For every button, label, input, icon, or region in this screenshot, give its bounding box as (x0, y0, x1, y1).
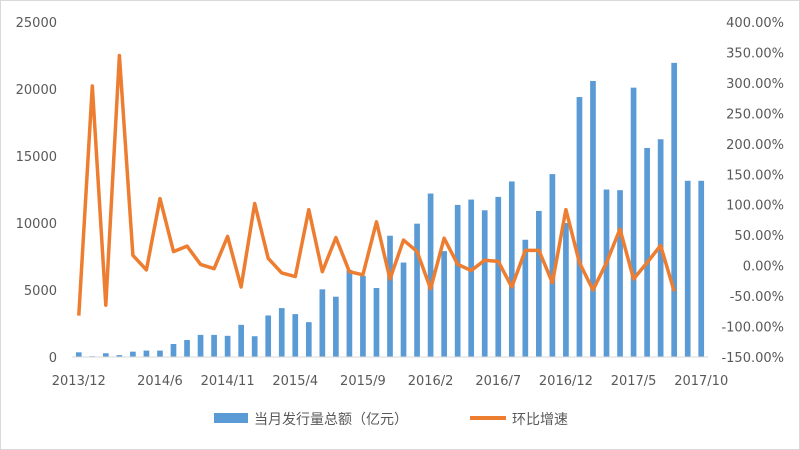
right-y-tick-label: -50.00% (730, 290, 784, 305)
bar (576, 97, 583, 357)
bar (373, 287, 380, 357)
bar (184, 339, 190, 357)
x-tick-label: 2016/12 (539, 374, 593, 389)
legend: 当月发行量总额（亿元） 环比增速 (214, 412, 568, 428)
right-y-tick-label: 50.00% (734, 229, 784, 244)
bar (671, 62, 678, 358)
right-y-axis: -150.00% -100.00% -50.00% 0.00% 50.00% 100.00… (721, 16, 784, 366)
x-tick-label: 2014/6 (137, 374, 183, 389)
bar (75, 352, 82, 357)
bar (522, 239, 529, 357)
x-tick-label: 2015/9 (340, 374, 386, 389)
bar (360, 275, 366, 357)
right-y-tick-label: 150.00% (726, 168, 784, 183)
bar (454, 204, 461, 357)
bar (346, 269, 353, 357)
bar (508, 181, 515, 357)
bar (698, 180, 705, 357)
legend-label-bar: 当月发行量总额（亿元） (254, 412, 408, 428)
x-tick-label: 2015/4 (272, 374, 318, 389)
bar (644, 147, 650, 357)
bar (116, 355, 123, 357)
x-tick-label: 2017/5 (611, 374, 657, 389)
bar (211, 334, 217, 357)
left-y-tick-label: 15000 (16, 150, 57, 165)
bar-series (75, 62, 705, 358)
left-y-tick-label: 0 (49, 351, 57, 366)
bar (495, 196, 502, 357)
right-y-tick-label: 100.00% (726, 199, 784, 214)
right-y-tick-label: -150.00% (721, 351, 784, 366)
x-tick-label: 2013/12 (52, 374, 106, 389)
right-y-tick-label: 200.00% (726, 138, 784, 153)
bar (603, 189, 610, 357)
legend-label-line: 环比增速 (512, 412, 568, 428)
x-tick-label: 2016/2 (408, 374, 454, 389)
x-tick-label: 2017/10 (674, 374, 728, 389)
right-y-tick-label: 400.00% (726, 16, 784, 31)
bar (157, 350, 163, 357)
bar (468, 199, 475, 357)
bar (305, 322, 312, 357)
bar (319, 289, 326, 357)
bar (427, 193, 434, 357)
bar (684, 180, 691, 357)
bar (590, 80, 596, 358)
right-y-tick-label: 0.00% (743, 260, 784, 275)
bar (617, 190, 623, 357)
x-tick-label: 2016/7 (475, 374, 521, 389)
bar (414, 223, 420, 357)
left-y-tick-label: 10000 (16, 217, 57, 232)
bar (130, 351, 136, 357)
bar (197, 334, 204, 357)
bar (536, 210, 542, 357)
bar (224, 335, 231, 357)
bar (481, 210, 488, 357)
right-y-tick-label: -100.00% (721, 321, 784, 336)
bar (265, 315, 272, 357)
bar (549, 174, 556, 357)
left-y-tick-label: 5000 (24, 284, 57, 299)
right-y-tick-label: 350.00% (726, 46, 784, 61)
x-tick-label: 2014/11 (201, 374, 255, 389)
line-series (77, 53, 676, 316)
x-axis: 2013/12 2014/6 2014/11 2015/4 2015/9 2016/2 20… (52, 374, 728, 389)
right-y-tick-label: 300.00% (726, 77, 784, 92)
bar (441, 251, 447, 357)
bar (387, 235, 393, 357)
bar (238, 324, 244, 357)
bar (630, 87, 637, 357)
left-y-tick-label: 20000 (16, 83, 57, 98)
bar (333, 296, 339, 357)
bar (292, 314, 299, 357)
bar (102, 353, 109, 357)
left-y-axis: 0 5000 10000 15000 20000 25000 (16, 16, 57, 366)
legend-swatch-bar (214, 413, 248, 423)
bar (143, 350, 150, 357)
bar (278, 308, 285, 357)
right-y-tick-label: 250.00% (726, 107, 784, 122)
left-y-tick-label: 25000 (16, 16, 57, 31)
bar (170, 344, 177, 357)
bar (400, 262, 407, 357)
bar (251, 336, 258, 357)
bar (563, 223, 569, 357)
